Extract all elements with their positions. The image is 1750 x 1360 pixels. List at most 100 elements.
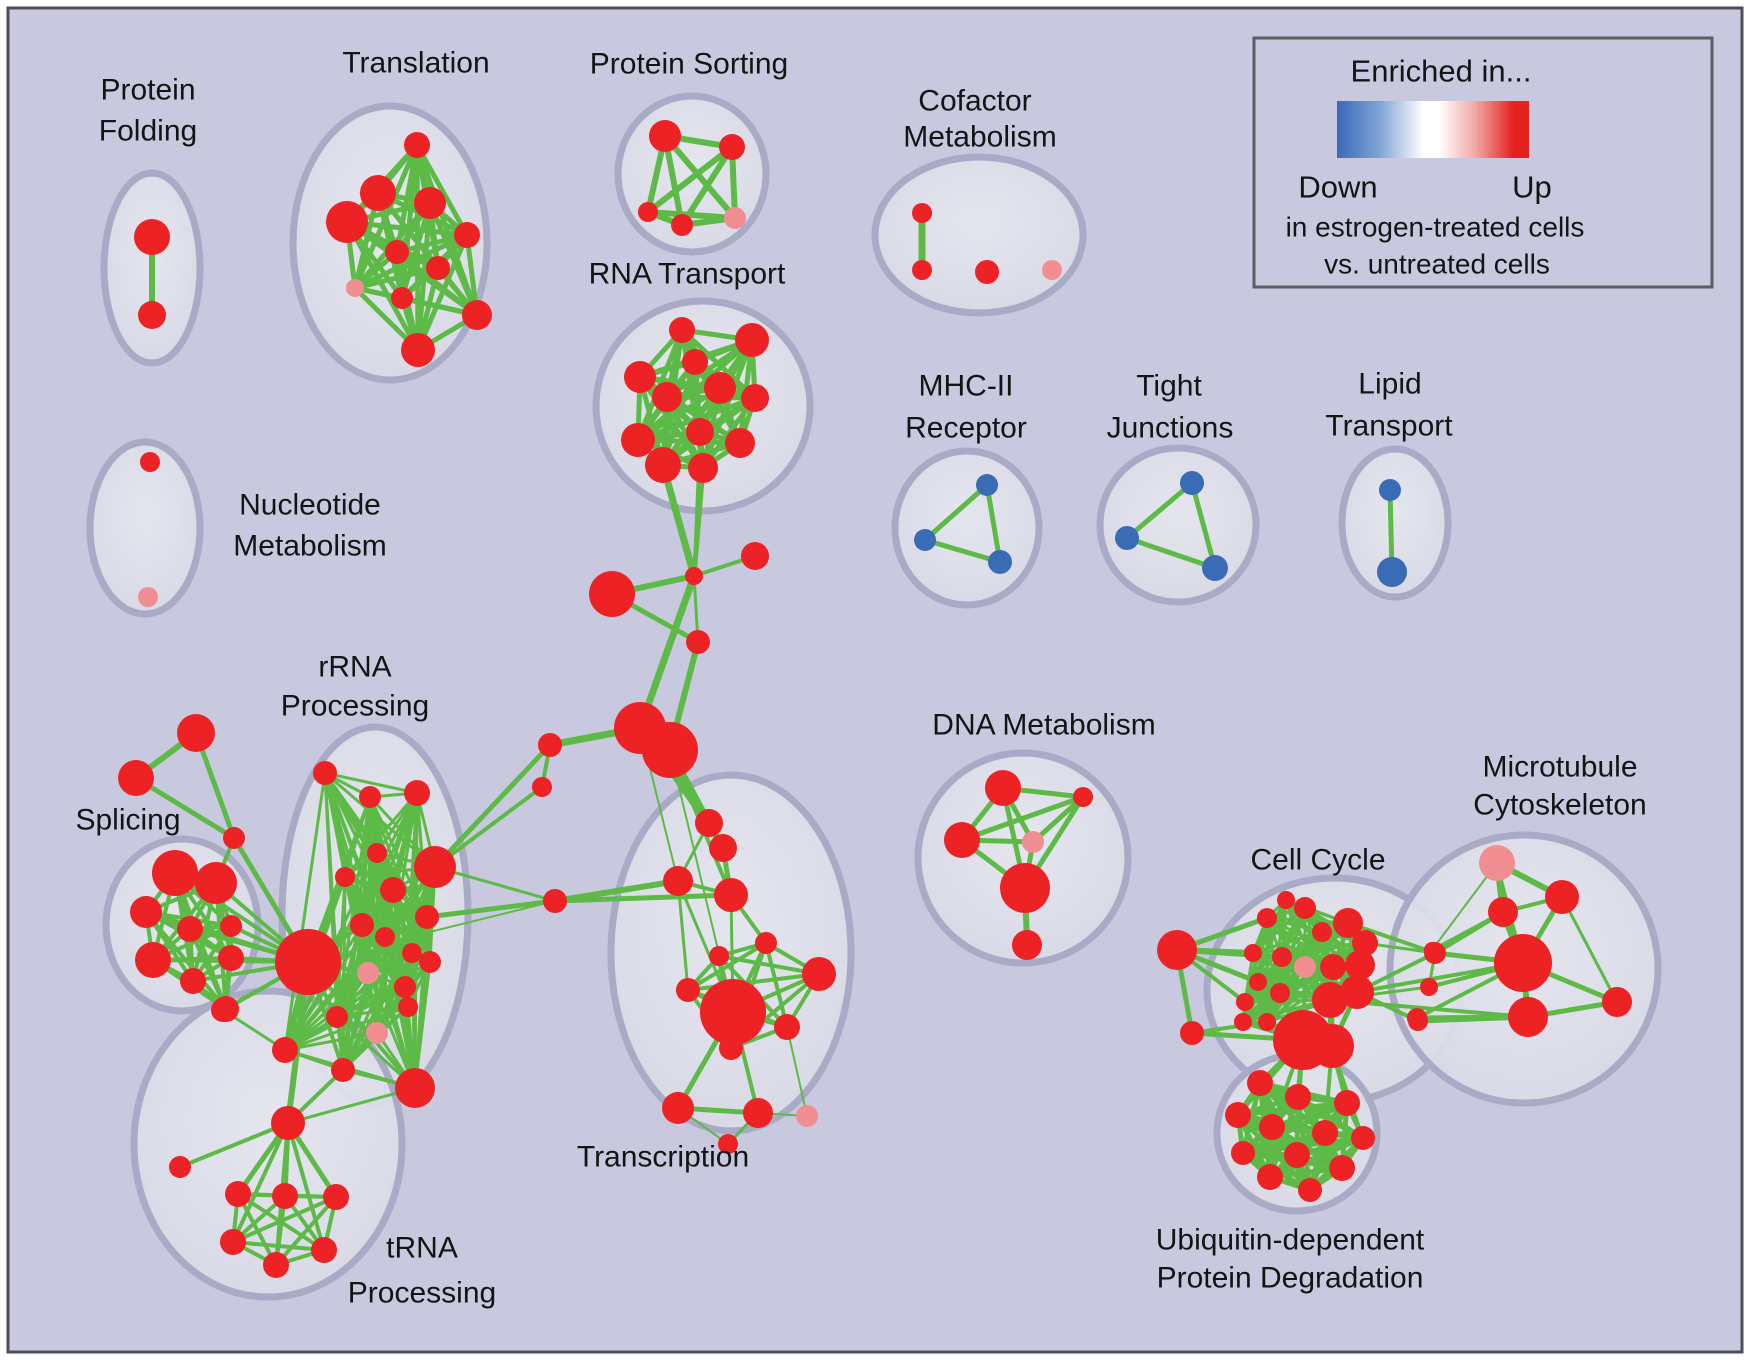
network-edge <box>984 482 1003 565</box>
network-edge <box>214 881 228 1011</box>
cluster-label: Transcription <box>577 1141 749 1174</box>
gene-set-node-54 <box>223 827 245 849</box>
legend-gradient-bar <box>1337 101 1529 158</box>
gene-set-node-25 <box>624 361 656 393</box>
gene-set-node-70 <box>380 877 406 903</box>
gene-set-node-142 <box>1488 897 1518 927</box>
gene-set-node-10 <box>391 287 413 309</box>
network-edge <box>635 437 743 446</box>
gene-set-node-74 <box>415 905 439 929</box>
gene-set-node-1 <box>138 301 166 329</box>
gene-set-node-58 <box>177 916 203 942</box>
gene-set-node-135 <box>1258 1013 1276 1031</box>
cluster-label: MHC-II <box>919 370 1014 403</box>
network-edge <box>676 879 690 992</box>
gene-set-node-73 <box>375 927 395 947</box>
legend-caption-line2: vs. untreated cells <box>1324 249 1550 280</box>
gene-set-node-62 <box>218 945 244 971</box>
network-edge <box>552 892 734 904</box>
network-edge <box>659 461 698 580</box>
gene-set-node-79 <box>394 976 416 998</box>
network-edge <box>394 249 480 318</box>
gene-set-node-149 <box>1247 1070 1273 1096</box>
network-edge <box>344 219 421 353</box>
gene-set-node-69 <box>335 867 355 887</box>
gene-set-node-50 <box>538 733 562 757</box>
gene-set-node-91 <box>220 1229 246 1255</box>
network-edge <box>786 1026 808 1117</box>
gene-set-node-28 <box>741 384 769 412</box>
network-edge <box>307 900 556 963</box>
gene-set-node-4 <box>414 187 446 219</box>
gene-set-node-147 <box>1420 978 1438 996</box>
gene-set-node-80 <box>419 951 441 973</box>
gene-set-node-23 <box>735 323 769 357</box>
gene-set-node-12 <box>401 333 435 367</box>
gene-set-node-123 <box>1312 922 1332 942</box>
gene-set-node-126 <box>1294 956 1316 978</box>
gene-set-node-14 <box>719 134 745 160</box>
gene-set-node-82 <box>331 1058 355 1082</box>
gene-set-node-134 <box>1234 1013 1252 1031</box>
gene-set-node-29 <box>686 418 714 446</box>
gene-set-node-140 <box>1479 845 1515 881</box>
gene-set-node-117 <box>1180 1021 1204 1045</box>
gene-set-node-118 <box>1257 908 1277 928</box>
cluster-ellipse-lipid-transport <box>1338 445 1452 601</box>
gene-set-node-60 <box>135 942 171 978</box>
gene-set-node-100 <box>709 946 729 966</box>
network-edge <box>922 537 1003 565</box>
network-edge <box>686 972 821 992</box>
network-edge <box>427 200 480 318</box>
gene-set-node-93 <box>263 1252 289 1278</box>
network-edge <box>133 775 237 841</box>
gene-set-node-127 <box>1320 954 1346 980</box>
network-edge <box>669 749 734 1013</box>
cluster-label: Protein Sorting <box>590 48 788 81</box>
gene-set-node-30 <box>621 423 655 457</box>
gene-set-node-132 <box>1312 982 1348 1018</box>
gene-set-node-67 <box>404 780 430 806</box>
network-edge <box>1124 535 1218 571</box>
gene-set-node-15 <box>638 202 658 222</box>
gene-set-node-65 <box>313 761 337 785</box>
gene-set-node-95 <box>709 834 737 862</box>
cluster-label: Cofactor <box>918 85 1031 118</box>
gene-set-node-119 <box>1294 897 1316 919</box>
gene-set-node-115 <box>1012 930 1042 960</box>
network-edge <box>352 265 441 291</box>
cluster-ellipse-tight-junctions <box>1096 444 1260 606</box>
network-edge <box>323 771 419 795</box>
network-edge <box>231 1195 338 1244</box>
cluster-label: RNA Transport <box>589 258 786 291</box>
gene-set-node-38 <box>988 550 1012 574</box>
gene-set-node-46 <box>741 542 769 570</box>
network-edge <box>424 898 558 920</box>
gene-set-node-5 <box>326 201 368 243</box>
gene-set-node-37 <box>914 529 936 551</box>
gene-set-node-27 <box>704 372 736 404</box>
gene-set-node-56 <box>195 862 237 904</box>
gene-set-node-105 <box>719 1036 743 1060</box>
gene-set-node-87 <box>169 1156 191 1178</box>
network-edge <box>1030 794 1086 845</box>
gene-set-node-122 <box>1352 930 1378 956</box>
gene-set-node-66 <box>359 786 381 808</box>
cluster-label: DNA Metabolism <box>932 709 1155 742</box>
gene-set-node-98 <box>543 889 567 913</box>
gene-set-node-88 <box>225 1181 251 1207</box>
gene-set-node-51 <box>532 777 552 797</box>
gene-set-node-84 <box>272 1037 298 1063</box>
legend-up-label: Up <box>1512 170 1552 205</box>
gene-set-node-35 <box>138 587 158 607</box>
legend: Enriched in... Down Up in estrogen-treated … <box>1252 36 1714 289</box>
gene-set-node-19 <box>912 260 932 280</box>
gene-set-node-3 <box>360 175 396 211</box>
network-edge <box>286 1086 417 1125</box>
gene-set-node-11 <box>462 300 492 330</box>
gene-set-node-72 <box>350 913 374 937</box>
gene-set-node-55 <box>152 850 198 896</box>
gene-set-node-155 <box>1351 1126 1375 1150</box>
network-edge <box>1560 895 1619 1004</box>
gene-set-node-153 <box>1259 1114 1285 1140</box>
